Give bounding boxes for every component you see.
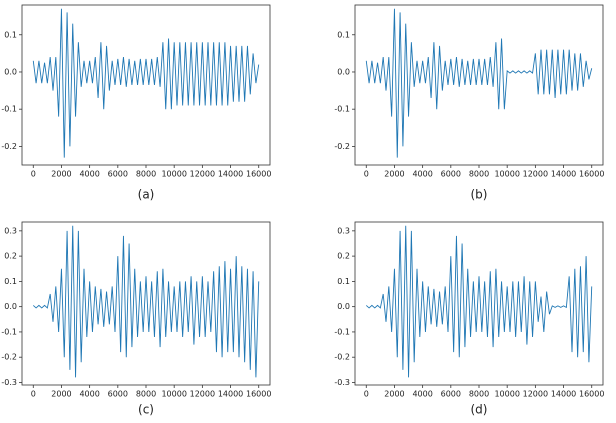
y-tick-label: 0.1 bbox=[337, 277, 350, 286]
x-tick-label: 12000 bbox=[190, 390, 215, 399]
x-tick-label: 12000 bbox=[523, 170, 548, 179]
y-tick-label: -0.3 bbox=[334, 378, 350, 387]
waveform bbox=[365, 225, 593, 378]
x-tick-label: 10000 bbox=[161, 390, 186, 399]
waveform bbox=[32, 8, 260, 158]
x-tick-label: 8000 bbox=[136, 390, 156, 399]
y-tick-label: 0.0 bbox=[4, 302, 17, 311]
x-tick-label: 8000 bbox=[469, 170, 489, 179]
y-tick-label: -0.2 bbox=[1, 353, 17, 362]
y-tick-label: 0.0 bbox=[4, 67, 17, 76]
y-tick-label: -0.2 bbox=[334, 142, 350, 151]
x-tick-label: 16000 bbox=[246, 170, 271, 179]
y-tick-label: 0.1 bbox=[4, 277, 17, 286]
y-tick-label: -0.1 bbox=[334, 327, 350, 336]
x-tick-label: 12000 bbox=[523, 390, 548, 399]
x-tick-label: 4000 bbox=[79, 170, 99, 179]
y-tick-label: 0.3 bbox=[4, 226, 17, 235]
y-tick-label: -0.1 bbox=[334, 105, 350, 114]
x-tick-label: 16000 bbox=[579, 170, 604, 179]
y-tick-label: -0.3 bbox=[1, 378, 17, 387]
caption: (a) bbox=[138, 188, 155, 202]
y-tick-label: 0.1 bbox=[4, 30, 17, 39]
waveform bbox=[365, 8, 593, 158]
y-tick-label: 0.0 bbox=[337, 302, 350, 311]
waveform bbox=[32, 225, 260, 378]
x-tick-label: 0 bbox=[31, 390, 36, 399]
caption: (d) bbox=[471, 403, 488, 417]
x-tick-label: 6000 bbox=[441, 170, 461, 179]
y-tick-label: 0.0 bbox=[337, 67, 350, 76]
x-tick-label: 16000 bbox=[579, 390, 604, 399]
y-tick-label: 0.2 bbox=[337, 252, 350, 261]
x-tick-label: 4000 bbox=[412, 170, 432, 179]
x-tick-label: 12000 bbox=[190, 170, 215, 179]
x-tick-label: 10000 bbox=[494, 390, 519, 399]
y-tick-label: -0.2 bbox=[334, 353, 350, 362]
x-tick-label: 0 bbox=[364, 390, 369, 399]
y-tick-label: 0.1 bbox=[337, 30, 350, 39]
x-tick-label: 10000 bbox=[161, 170, 186, 179]
caption: (c) bbox=[138, 403, 154, 417]
x-tick-label: 10000 bbox=[494, 170, 519, 179]
x-tick-label: 2000 bbox=[51, 390, 71, 399]
x-tick-label: 0 bbox=[364, 170, 369, 179]
x-tick-label: 0 bbox=[31, 170, 36, 179]
y-tick-label: -0.1 bbox=[1, 105, 17, 114]
y-tick-label: 0.3 bbox=[337, 226, 350, 235]
x-tick-label: 2000 bbox=[384, 390, 404, 399]
x-tick-label: 14000 bbox=[218, 390, 243, 399]
x-tick-label: 2000 bbox=[384, 170, 404, 179]
x-tick-label: 6000 bbox=[441, 390, 461, 399]
caption: (b) bbox=[471, 188, 488, 202]
x-tick-label: 4000 bbox=[412, 390, 432, 399]
x-tick-label: 8000 bbox=[469, 390, 489, 399]
x-tick-label: 8000 bbox=[136, 170, 156, 179]
axes-frame bbox=[21, 221, 271, 386]
x-tick-label: 14000 bbox=[551, 390, 576, 399]
axes-frame bbox=[354, 221, 604, 386]
y-tick-label: -0.2 bbox=[1, 142, 17, 151]
y-tick-label: 0.2 bbox=[4, 252, 17, 261]
x-tick-label: 16000 bbox=[246, 390, 271, 399]
x-tick-label: 6000 bbox=[108, 390, 128, 399]
x-tick-label: 2000 bbox=[51, 170, 71, 179]
x-tick-label: 14000 bbox=[218, 170, 243, 179]
x-tick-label: 6000 bbox=[108, 170, 128, 179]
x-tick-label: 4000 bbox=[79, 390, 99, 399]
x-tick-label: 14000 bbox=[551, 170, 576, 179]
y-tick-label: -0.1 bbox=[1, 327, 17, 336]
